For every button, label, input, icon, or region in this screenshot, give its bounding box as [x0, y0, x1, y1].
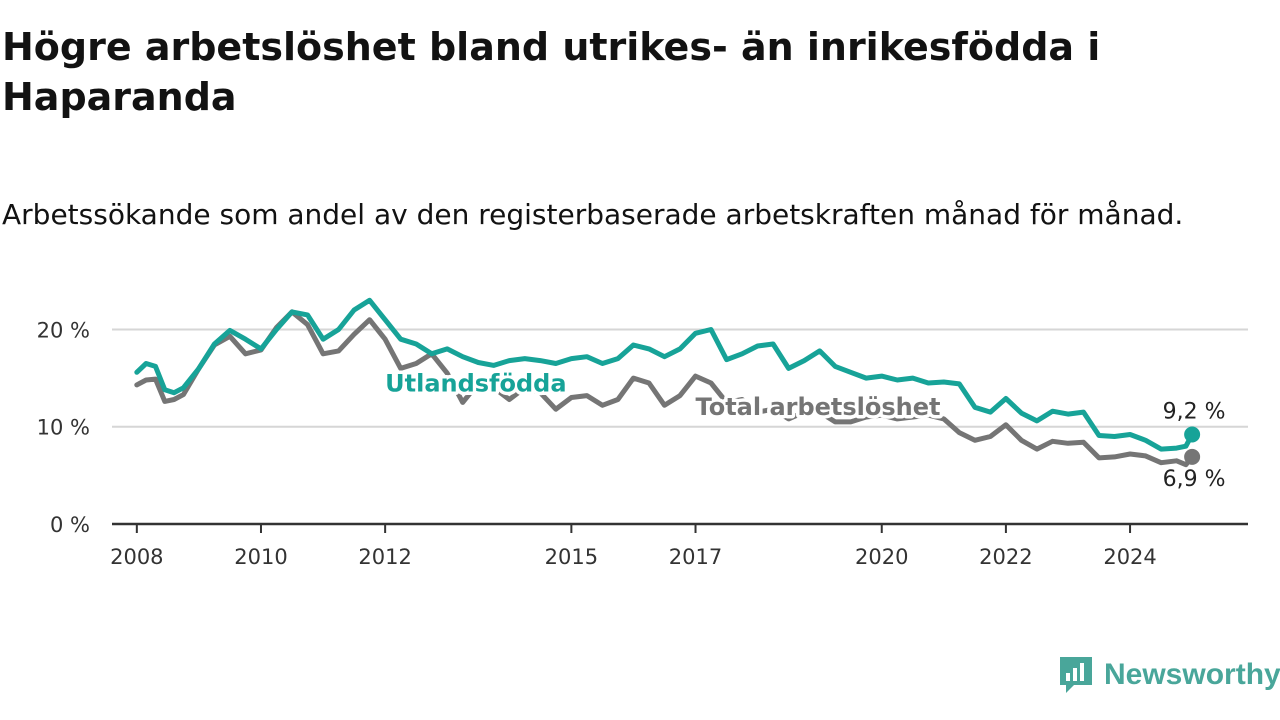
y-tick-label: 20 %	[37, 318, 90, 342]
x-tick-label: 2020	[855, 545, 908, 569]
end-point-total-arbetsloshet	[1184, 448, 1201, 465]
series-label-utlandsfodda: Utlandsfödda	[385, 370, 566, 398]
chart-labels: Utlandsfödda Total arbetslöshet 9,2 % 6,9 %	[382, 366, 1226, 492]
brand-name: Newsworthy	[1104, 658, 1280, 691]
chart-subtitle: Arbetssökande som andel av den registerb…	[2, 198, 1184, 231]
y-tick-label: 10 %	[37, 416, 90, 440]
x-tick-label: 2008	[110, 545, 163, 569]
chart-title: Högre arbetslöshet bland utrikes- än inr…	[2, 25, 1101, 119]
x-tick-label: 2012	[358, 545, 411, 569]
newsworthy-logo-icon	[1060, 657, 1092, 693]
series-label-total-arbetsloshet: Total arbetslöshet	[696, 393, 941, 421]
grid-lines	[112, 328, 1248, 428]
newsworthy-brand[interactable]: Newsworthy	[1058, 654, 1280, 696]
end-point-utlandsfodda	[1184, 426, 1201, 443]
end-value-total-arbetsloshet: 6,9 %	[1163, 467, 1226, 492]
end-value-utlandsfodda: 9,2 %	[1163, 400, 1226, 425]
line-chart: 0 % 10 % 20 % 2008 2010 2012 2015 2017 2020 2022 2…	[37, 297, 1248, 569]
x-tick-label: 2015	[545, 545, 598, 569]
x-tick-label: 2010	[234, 545, 287, 569]
x-tick-label: 2022	[979, 545, 1032, 569]
x-tick-label: 2024	[1103, 545, 1156, 569]
x-tick-label: 2017	[669, 545, 722, 569]
series-line-total-arbetsloshet	[134, 309, 1195, 468]
y-tick-label: 0 %	[50, 513, 90, 537]
series-line-utlandsfodda	[134, 297, 1195, 452]
axes: 0 % 10 % 20 % 2008 2010 2012 2015 2017 2020 2022 2…	[37, 318, 1248, 569]
series-lines	[134, 297, 1201, 468]
